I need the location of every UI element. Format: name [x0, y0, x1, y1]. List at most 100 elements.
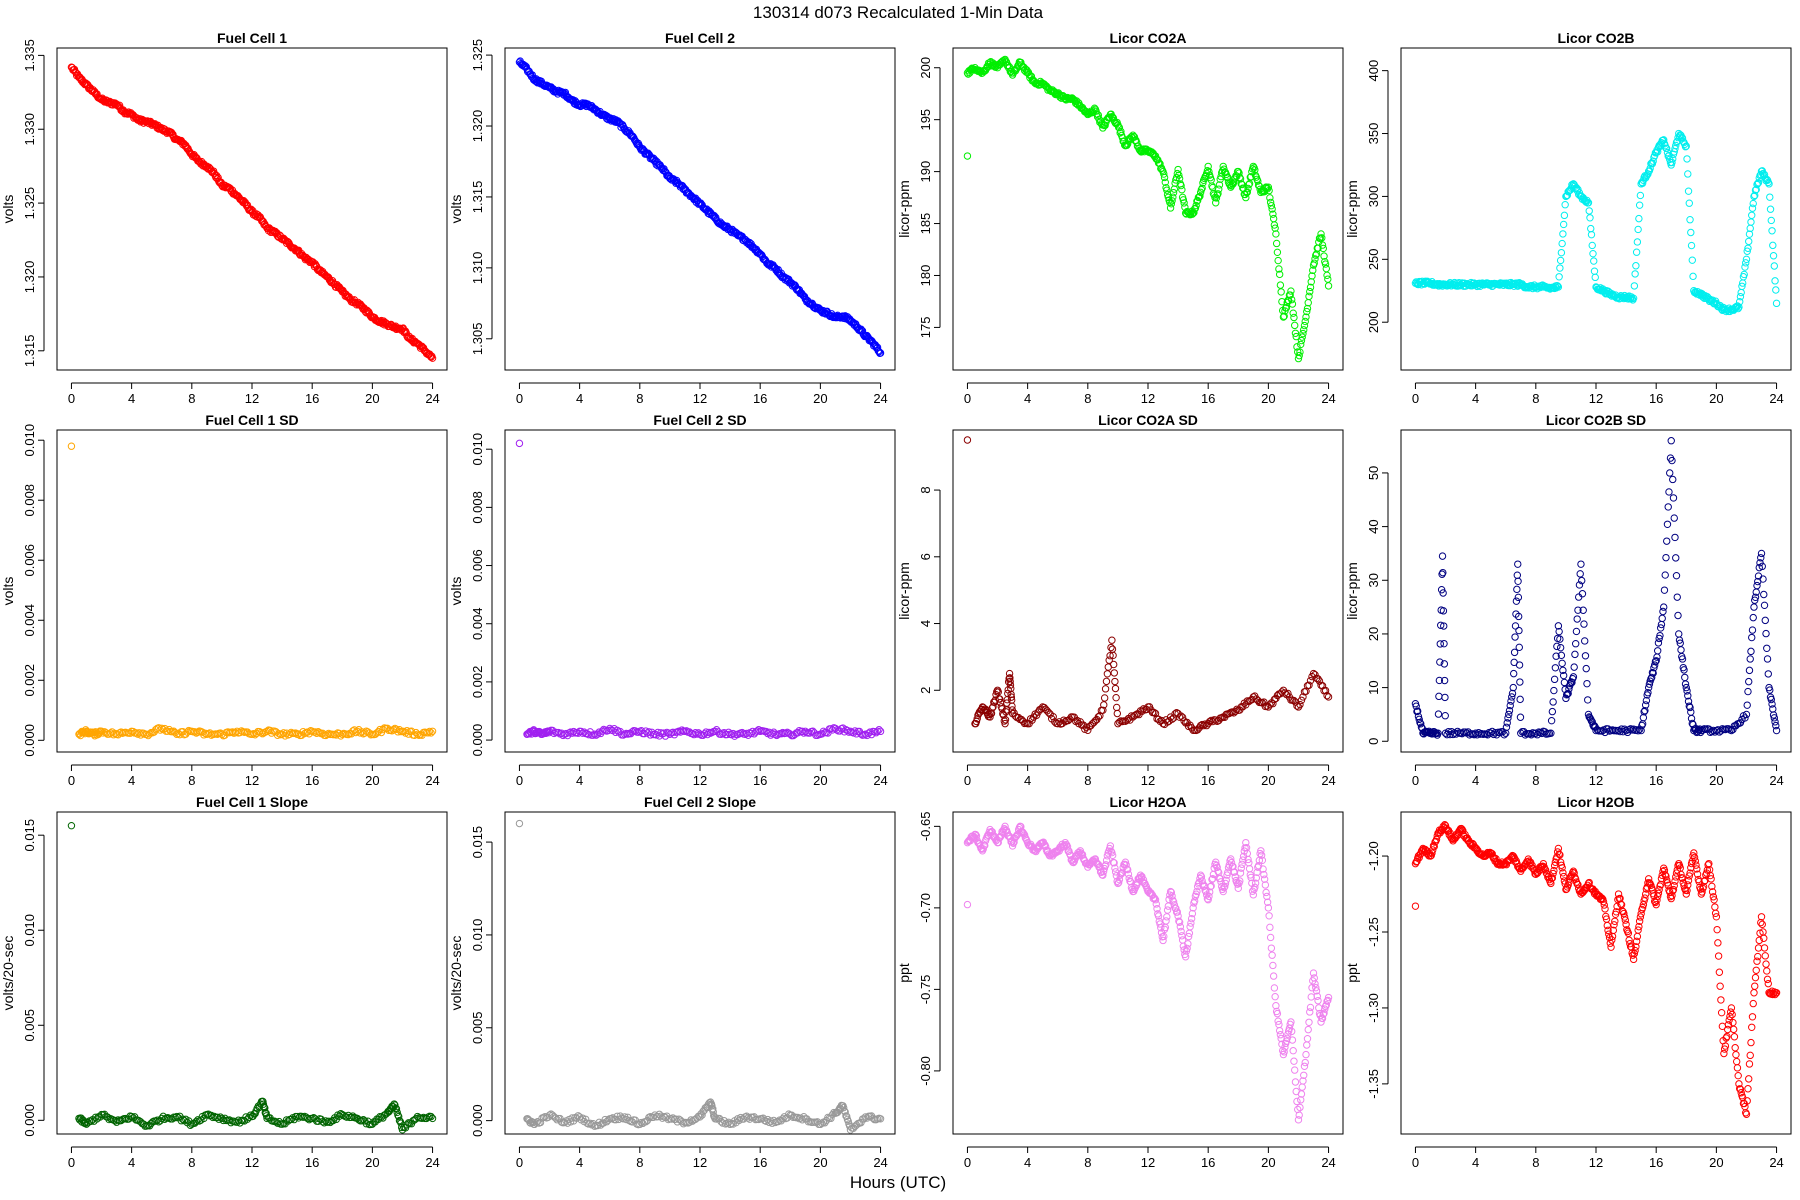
y-axis-label: licor-ppm	[1344, 562, 1360, 620]
data-point	[1678, 655, 1687, 663]
data-point	[1672, 571, 1681, 580]
data-point	[1281, 689, 1289, 697]
data-point	[1669, 475, 1677, 484]
y-tick-label: 400	[1366, 60, 1381, 82]
series-1	[963, 822, 1333, 1124]
data-point	[873, 727, 882, 735]
x-tick-label: 0	[516, 773, 523, 788]
data-point	[1587, 224, 1595, 233]
data-point	[1720, 1049, 1728, 1058]
y-axis-label: licor-ppm	[896, 562, 912, 620]
series-2	[515, 439, 524, 448]
x-tick-label: 16	[753, 391, 767, 406]
data-point	[1580, 620, 1588, 628]
data-point	[1681, 680, 1690, 688]
data-point	[1749, 613, 1757, 622]
x-tick-label: 0	[68, 773, 75, 788]
data-point	[1689, 272, 1697, 281]
y-tick-label: 0.000	[470, 1104, 485, 1137]
data-point	[1113, 709, 1122, 718]
data-point	[1741, 714, 1749, 722]
data-point	[1516, 695, 1524, 704]
data-point	[1570, 663, 1578, 671]
data-point	[1314, 675, 1322, 683]
data-point	[1552, 652, 1560, 660]
data-point	[1652, 657, 1660, 665]
data-point	[1550, 686, 1558, 695]
x-tick-label: 16	[305, 1155, 319, 1170]
data-point	[1748, 626, 1757, 634]
data-point	[1590, 267, 1599, 275]
x-tick-label: 0	[68, 391, 75, 406]
data-point	[1758, 167, 1766, 175]
x-tick-label: 12	[693, 1155, 707, 1170]
data-point	[1744, 244, 1752, 252]
x-tick-label: 12	[1589, 773, 1603, 788]
data-point	[391, 1101, 399, 1109]
data-point	[1307, 993, 1315, 1001]
data-point	[1668, 158, 1676, 167]
data-point	[1769, 241, 1777, 250]
series-1	[67, 63, 437, 362]
data-point	[636, 1120, 644, 1129]
data-point	[1642, 696, 1651, 705]
data-point	[1323, 691, 1331, 700]
data-point	[1634, 727, 1642, 735]
data-point	[1175, 713, 1184, 721]
data-point	[1290, 1057, 1298, 1065]
data-point	[1558, 239, 1566, 248]
y-tick-label: 195	[918, 109, 933, 131]
data-point	[541, 1113, 549, 1121]
data-point	[1271, 224, 1279, 232]
data-point	[1506, 701, 1514, 710]
data-point	[1641, 706, 1649, 715]
data-point	[1766, 686, 1774, 694]
data-point	[1669, 494, 1678, 502]
data-point	[1687, 241, 1696, 250]
data-point	[1272, 230, 1280, 238]
data-point	[1759, 575, 1767, 583]
data-point	[1270, 984, 1279, 992]
data-point	[1559, 671, 1568, 680]
data-point	[1504, 714, 1512, 722]
data-point	[1650, 661, 1659, 669]
data-point	[1108, 636, 1116, 644]
data-point	[1284, 689, 1292, 698]
data-point	[1555, 627, 1563, 636]
y-tick-label: 20	[1366, 627, 1381, 641]
data-point	[1672, 554, 1680, 562]
data-point	[1322, 264, 1330, 273]
data-point	[1585, 207, 1593, 215]
y-axis-label: ppt	[896, 963, 912, 983]
data-point	[973, 715, 981, 723]
data-point	[1241, 190, 1249, 199]
y-axis-label: volts	[0, 577, 16, 606]
data-point	[1254, 177, 1262, 185]
series-2	[963, 900, 972, 909]
data-point	[1558, 659, 1566, 668]
x-tick-label: 4	[1472, 1155, 1479, 1170]
data-point	[1163, 913, 1171, 921]
data-point	[1733, 1064, 1742, 1072]
plot-frame	[56, 811, 448, 1135]
data-point	[1132, 711, 1140, 719]
panel-title: Fuel Cell 2 Slope	[644, 794, 756, 810]
data-point	[1772, 721, 1780, 730]
data-point	[1763, 655, 1772, 663]
data-point	[1688, 256, 1696, 264]
data-point	[1286, 291, 1294, 299]
y-tick-label: 185	[918, 213, 933, 235]
data-point	[1633, 238, 1642, 246]
y-tick-label: 0.010	[22, 914, 37, 947]
data-point	[533, 1118, 542, 1126]
data-point	[1271, 992, 1279, 1001]
data-point	[1168, 197, 1176, 205]
data-point	[1730, 1033, 1739, 1041]
data-point	[393, 1108, 401, 1117]
data-point	[875, 726, 883, 734]
data-point	[1769, 711, 1778, 719]
data-point	[158, 125, 166, 133]
data-point	[1562, 192, 1570, 201]
panel-1: Fuel Cell 10 4 8 12 16 20 241.3151.3201.3251.3…	[0, 30, 448, 406]
